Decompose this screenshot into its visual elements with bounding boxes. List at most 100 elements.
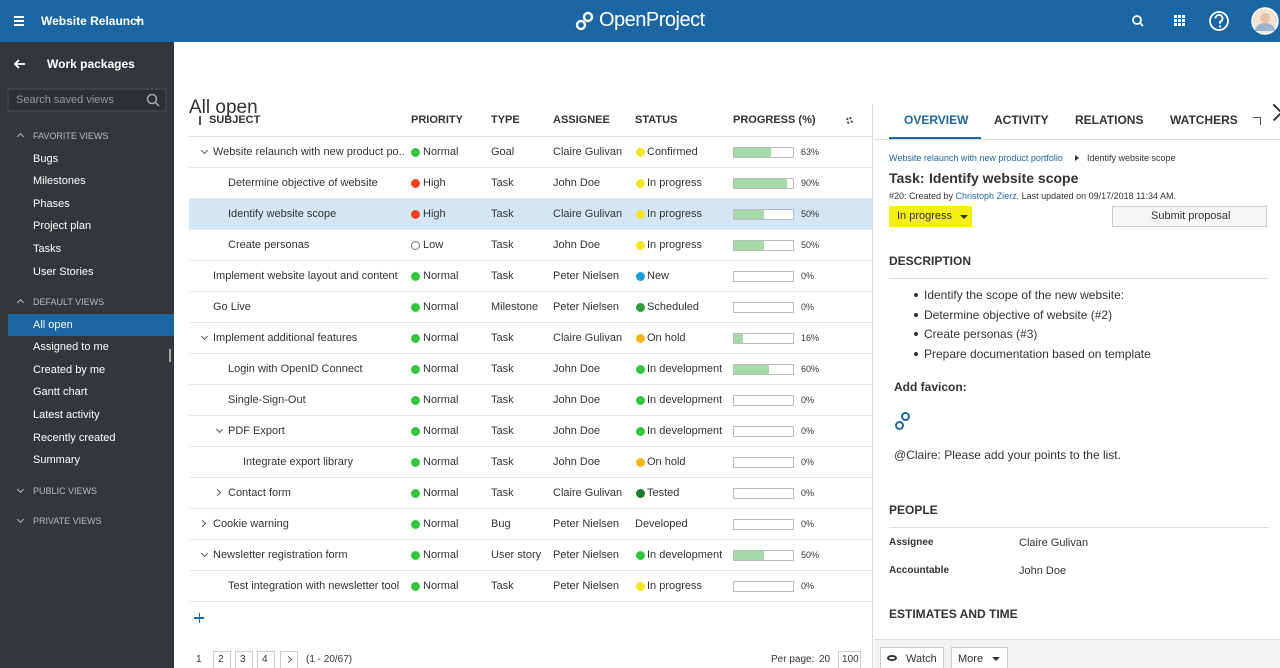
per-page-option[interactable]: 20 (819, 654, 831, 665)
sidebar-item[interactable]: Project plan (33, 220, 92, 233)
chevron[interactable] (215, 425, 224, 434)
page-box[interactable] (213, 651, 231, 668)
row-subject[interactable]: Login with OpenID Connect (228, 363, 363, 375)
column-header[interactable]: PRIORITY (411, 114, 463, 126)
chevron[interactable] (16, 515, 25, 523)
watch-label[interactable]: Watch (906, 653, 937, 665)
project-name[interactable]: Website Relaunch (41, 14, 145, 28)
sidebar-item[interactable]: Created by me (33, 363, 106, 376)
chevron[interactable] (16, 299, 25, 307)
submit-label[interactable]: Submit proposal (1151, 210, 1231, 222)
status-dot (636, 396, 645, 405)
page-box[interactable] (280, 651, 298, 668)
sidebar-item[interactable]: Phases (33, 197, 70, 210)
sidebar-item[interactable]: Gantt chart (33, 386, 88, 399)
chevron[interactable] (213, 488, 222, 497)
search-icon[interactable] (1132, 15, 1144, 27)
progress-label: 0% (801, 457, 815, 467)
details-tab[interactable]: WATCHERS (1170, 113, 1238, 127)
details-tab[interactable]: ACTIVITY (994, 113, 1049, 127)
sidebar-item[interactable]: Latest activity (33, 409, 100, 421)
row-subject[interactable]: Single-Sign-Out (228, 394, 306, 406)
column-header[interactable]: STATUS (635, 114, 678, 126)
column-header[interactable]: ASSIGNEE (553, 114, 610, 126)
row-subject[interactable]: Determine objective of website (228, 177, 378, 189)
fullscreen-icon[interactable] (1253, 117, 1261, 125)
search-box[interactable] (7, 88, 167, 112)
row-subject[interactable]: Identify website scope (228, 208, 337, 220)
row-status: In progress (647, 239, 703, 251)
column-header[interactable]: PROGRESS (%) (733, 114, 816, 126)
row-type: Task (491, 580, 514, 592)
modules-icon[interactable] (1174, 15, 1185, 26)
row-subject[interactable]: Test integration with newsletter tool (228, 580, 400, 592)
more-label[interactable]: More (958, 653, 984, 665)
sidebar-item[interactable]: Recently created (33, 431, 116, 444)
column-header[interactable]: TYPE (491, 114, 520, 126)
section-title[interactable]: DEFAULT VIEWS (33, 297, 105, 308)
back-arrow[interactable] (13, 59, 25, 69)
sidebar-item[interactable]: Bugs (33, 152, 59, 165)
chevron[interactable] (200, 146, 209, 155)
field-label: Assignee (889, 537, 934, 548)
page-box[interactable] (235, 651, 253, 668)
row-subject[interactable]: Implement additional features (213, 332, 358, 344)
watch-button[interactable] (880, 647, 944, 668)
details-tab[interactable]: RELATIONS (1075, 113, 1144, 127)
chevron[interactable] (16, 132, 25, 141)
chevron[interactable] (16, 485, 25, 493)
status-dot (636, 179, 645, 188)
page-link[interactable]: 3 (240, 654, 246, 665)
row-priority: Normal (423, 456, 459, 468)
row-status: In progress (647, 177, 703, 189)
column-header[interactable]: SUBJECT (209, 114, 261, 126)
chevron[interactable] (198, 519, 207, 528)
chevron[interactable] (200, 549, 209, 558)
search-placeholder[interactable]: Search saved views (16, 94, 114, 106)
add-row-v[interactable] (198, 612, 200, 623)
menu-icon[interactable] (14, 16, 24, 26)
project-dropdown-caret[interactable] (134, 19, 142, 23)
row-subject[interactable]: Website relaunch with new product po... (213, 146, 404, 158)
row-subject[interactable]: Go Live (213, 301, 251, 313)
page-box[interactable] (257, 651, 275, 668)
settings-gear[interactable] (846, 117, 853, 124)
help-icon[interactable] (1209, 11, 1229, 31)
row-subject[interactable]: Cookie warning (213, 518, 289, 530)
chevron[interactable] (200, 332, 209, 341)
page-link[interactable]: 2 (218, 654, 224, 665)
status-dot (411, 241, 420, 250)
more-button[interactable] (951, 647, 1008, 668)
search-icon[interactable] (146, 93, 160, 107)
status-button[interactable] (889, 206, 972, 227)
avatar[interactable] (1251, 7, 1279, 35)
status-button-label[interactable]: In progress (897, 210, 953, 222)
breadcrumb-link[interactable]: Website relaunch with new product portfo… (889, 153, 1063, 163)
row-subject[interactable]: Implement website layout and content (213, 270, 398, 282)
row-subject[interactable]: Integrate export library (243, 456, 354, 468)
section-title[interactable]: PRIVATE VIEWS (33, 515, 102, 526)
per-page-option[interactable]: 100 (842, 654, 859, 665)
section-title[interactable]: FAVORITE VIEWS (33, 131, 109, 141)
row-subject[interactable]: Newsletter registration form (213, 549, 348, 561)
row-subject[interactable]: Create personas (228, 239, 310, 251)
sidebar-item[interactable]: Assigned to me (33, 341, 109, 354)
status-dot (636, 334, 645, 343)
sidebar-item[interactable]: User Stories (33, 265, 94, 278)
page-link[interactable]: 1 (196, 654, 202, 665)
details-tab[interactable]: OVERVIEW (904, 113, 969, 127)
submit-button[interactable] (1112, 206, 1267, 227)
sidebar-item[interactable]: All open (33, 318, 73, 331)
per-page-box[interactable] (838, 651, 861, 668)
row-subject[interactable]: PDF Export (228, 425, 285, 437)
row-subject[interactable]: Contact form (228, 487, 291, 499)
row-assignee: Claire Gulivan (553, 487, 623, 499)
sidebar-item[interactable]: Milestones (33, 175, 86, 188)
section-title[interactable]: PUBLIC VIEWS (33, 485, 98, 496)
meta-author[interactable]: Christoph Zierz (953, 191, 1017, 201)
page-link[interactable]: 4 (262, 654, 268, 665)
close-icon[interactable] (1272, 112, 1280, 121)
favicon-circle (895, 421, 904, 430)
sidebar-item[interactable]: Tasks (33, 242, 62, 255)
sidebar-item[interactable]: Summary (33, 454, 81, 467)
